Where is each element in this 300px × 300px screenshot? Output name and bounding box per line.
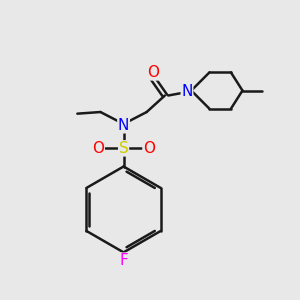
Text: S: S: [119, 141, 128, 156]
Text: O: O: [147, 65, 159, 80]
Text: O: O: [143, 141, 155, 156]
Text: F: F: [119, 253, 128, 268]
Text: N: N: [118, 118, 129, 133]
Text: N: N: [181, 84, 193, 99]
Text: O: O: [92, 141, 104, 156]
